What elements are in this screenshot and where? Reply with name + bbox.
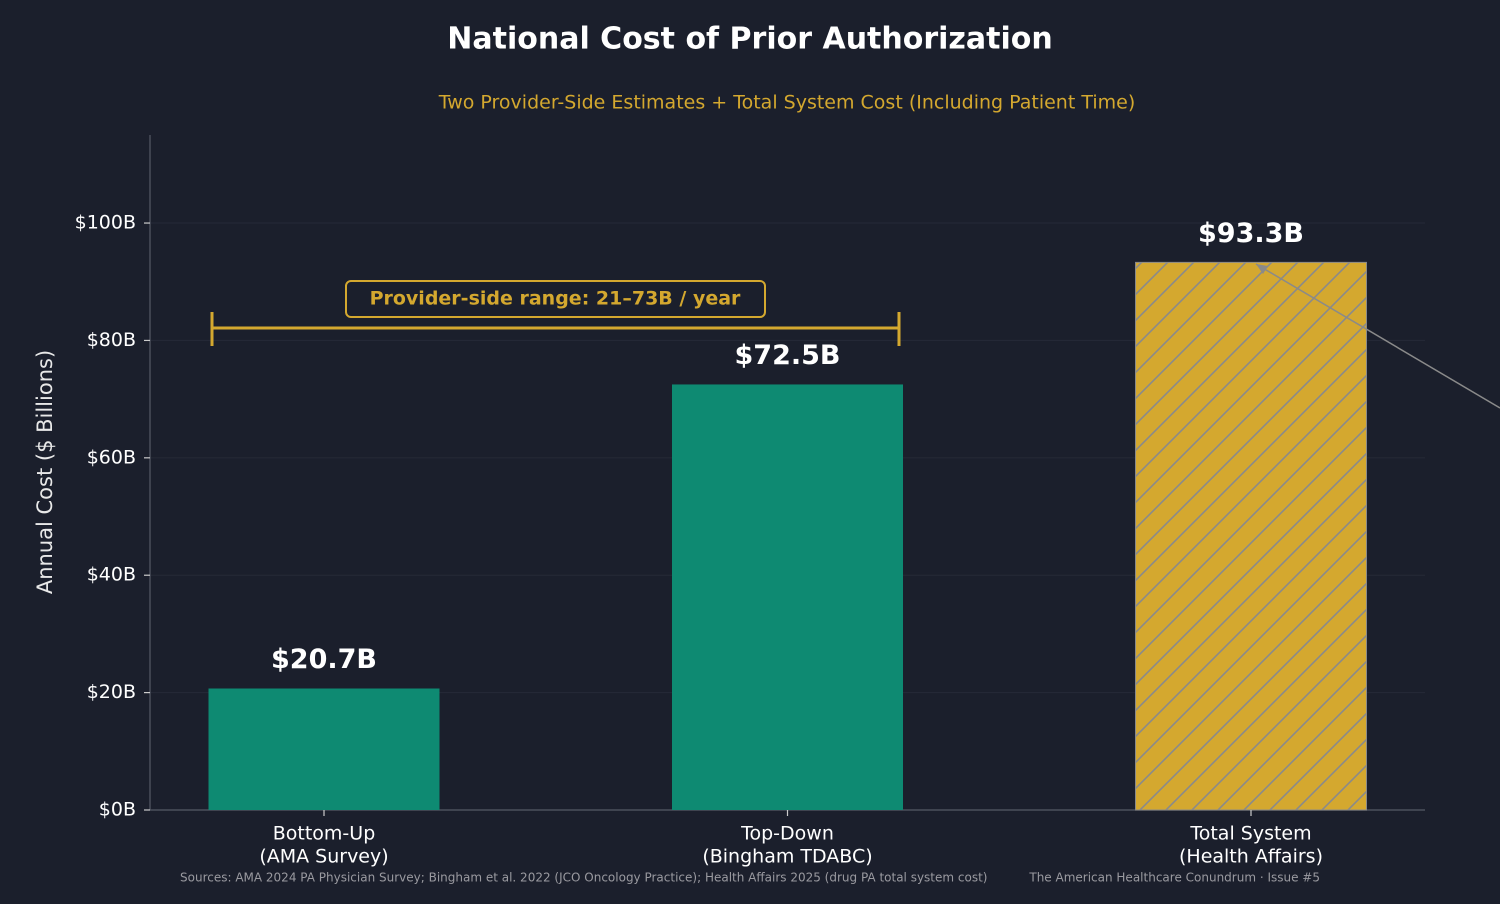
x-tick-label: (Health Affairs) — [1179, 846, 1323, 868]
value-label: $93.3B — [1198, 218, 1304, 249]
y-axis-label: Annual Cost ($ Billions) — [33, 350, 57, 594]
annotation-box — [345, 280, 766, 318]
x-tick-label: (Bingham TDABC) — [702, 846, 872, 868]
sources: Sources: AMA 2024 PA Physician Survey; B… — [180, 871, 987, 885]
callout-arrow — [1255, 263, 1500, 409]
y-tick-label: $60B — [87, 446, 136, 468]
x-tick-label: Total System — [1189, 823, 1311, 845]
y-tick-label: $100B — [75, 212, 136, 234]
range-bracket — [210, 312, 901, 346]
y-tick-label: $80B — [87, 329, 136, 351]
y-tick-label: $20B — [87, 681, 136, 703]
chart-subtitle: Two Provider-Side Estimates + Total Syst… — [438, 92, 1135, 114]
bar — [208, 688, 440, 810]
x-tick-label: (AMA Survey) — [259, 846, 388, 868]
chart-title: National Cost of Prior Authorization — [447, 22, 1052, 57]
bar-hatch — [1135, 261, 1367, 811]
arrow-head — [1256, 264, 1268, 274]
annotation: Provider-side range: 21–73B / year — [370, 288, 741, 310]
x-tick-label: Bottom-Up — [273, 823, 376, 845]
value-label: $20.7B — [271, 644, 377, 675]
y-tick-label: $0B — [99, 799, 136, 821]
credit: The American Healthcare Conundrum · Issu… — [1028, 871, 1320, 885]
value-label: $72.5B — [735, 340, 841, 371]
bar — [672, 384, 903, 810]
y-tick-label: $40B — [87, 564, 136, 586]
x-tick-label: Top-Down — [740, 823, 834, 845]
